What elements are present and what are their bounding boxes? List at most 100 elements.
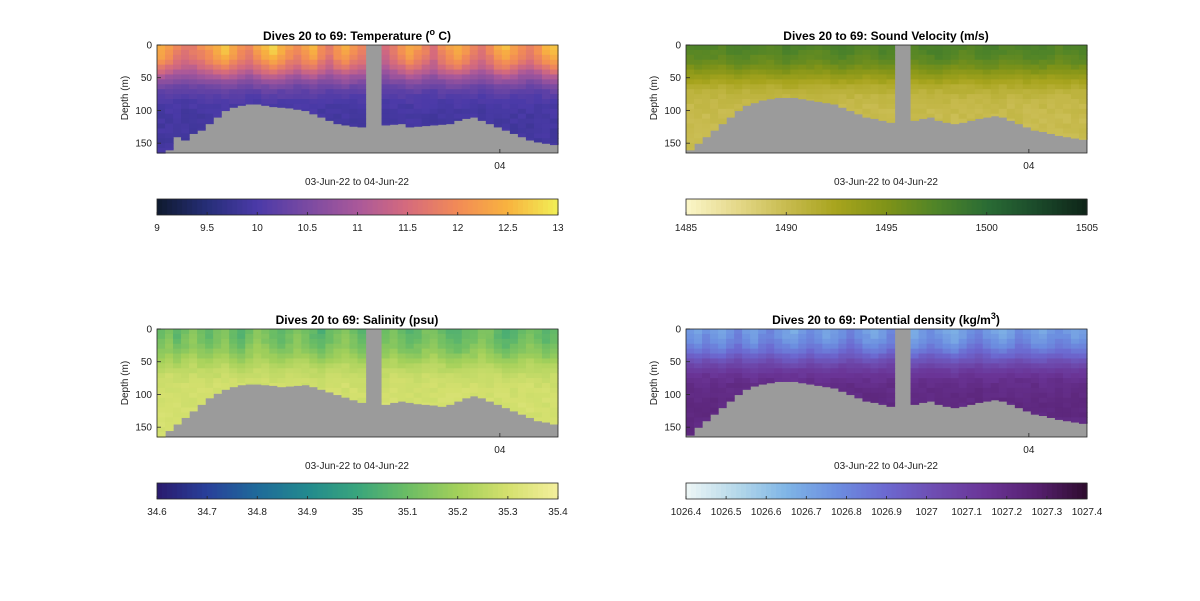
heatmap-cell bbox=[453, 343, 463, 350]
heatmap-cell bbox=[357, 353, 367, 360]
heatmap-cell bbox=[1062, 59, 1072, 66]
heatmap-cell bbox=[533, 378, 543, 384]
heatmap-cell bbox=[686, 108, 695, 115]
heatmap-cell bbox=[493, 329, 503, 335]
heatmap-cell bbox=[453, 397, 463, 402]
chart-title-salinity: Dives 20 to 69: Salinity (psu) bbox=[276, 313, 439, 327]
heatmap-cell bbox=[437, 54, 447, 61]
heatmap-cell bbox=[229, 94, 238, 100]
heatmap-cell bbox=[990, 338, 1000, 345]
heatmap-cell bbox=[501, 118, 511, 125]
heatmap-cell bbox=[734, 89, 743, 95]
heatmap-cell bbox=[1046, 387, 1056, 394]
heatmap-cell bbox=[974, 49, 984, 56]
heatmap-cell bbox=[686, 148, 695, 151]
heatmap-cell bbox=[1038, 397, 1048, 404]
heatmap-cell bbox=[910, 74, 920, 80]
heatmap-cell bbox=[982, 74, 992, 80]
heatmap-cell bbox=[397, 79, 407, 85]
heatmap-cell bbox=[157, 118, 166, 125]
heatmap-cell bbox=[413, 378, 423, 384]
heatmap-cell bbox=[309, 54, 318, 61]
heatmap-cell bbox=[726, 74, 735, 80]
heatmap-cell bbox=[846, 348, 856, 355]
heatmap-cell bbox=[325, 333, 335, 340]
colorbar-tick-label: 9.5 bbox=[200, 223, 214, 234]
heatmap-cell bbox=[1070, 133, 1080, 139]
heatmap-cell bbox=[926, 392, 936, 399]
heatmap-cell bbox=[694, 133, 703, 139]
heatmap-cell bbox=[982, 79, 992, 85]
heatmap-cell bbox=[165, 392, 174, 399]
heatmap-cell bbox=[317, 343, 327, 350]
heatmap-cell bbox=[982, 89, 992, 95]
heatmap-cell bbox=[509, 113, 519, 120]
heatmap-cell bbox=[806, 59, 815, 66]
heatmap-cell bbox=[758, 54, 767, 61]
heatmap-cell bbox=[1054, 118, 1064, 125]
heatmap-cell bbox=[1078, 54, 1088, 61]
colorbar-swatch bbox=[806, 199, 812, 215]
heatmap-cell bbox=[806, 348, 815, 355]
heatmap-cell bbox=[397, 49, 407, 56]
heatmap-cell bbox=[405, 84, 415, 90]
heatmap-cell bbox=[157, 373, 166, 379]
heatmap-cell bbox=[397, 45, 407, 51]
heatmap-cell bbox=[806, 94, 815, 100]
heatmap-cell bbox=[541, 329, 551, 335]
heatmap-cell bbox=[822, 353, 831, 360]
heatmap-cell bbox=[750, 84, 759, 90]
heatmap-cell bbox=[173, 368, 182, 374]
heatmap-cell bbox=[421, 333, 431, 340]
heatmap-cell bbox=[397, 348, 407, 355]
heatmap-cell bbox=[245, 363, 254, 369]
colorbar-swatch bbox=[841, 483, 847, 499]
heatmap-cell bbox=[942, 373, 952, 379]
heatmap-cell bbox=[405, 45, 415, 51]
colorbar-swatch bbox=[1021, 483, 1028, 499]
heatmap-cell bbox=[990, 348, 1000, 355]
heatmap-cell bbox=[1046, 363, 1056, 369]
heatmap-cell bbox=[974, 89, 984, 95]
heatmap-cell bbox=[445, 353, 455, 360]
heatmap-cell bbox=[461, 348, 471, 355]
heatmap-cell bbox=[766, 59, 775, 66]
x-axis-label-potential-density: 03-Jun-22 to 04-Jun-22 bbox=[834, 461, 938, 472]
colorbar-swatch bbox=[811, 199, 817, 215]
colorbar-swatch bbox=[287, 199, 293, 215]
heatmap-cell bbox=[718, 59, 727, 66]
heatmap-cell bbox=[469, 108, 479, 115]
heatmap-cell bbox=[189, 353, 198, 360]
heatmap-cell bbox=[926, 99, 936, 105]
heatmap-cell bbox=[686, 79, 695, 85]
heatmap-cell bbox=[910, 99, 920, 105]
heatmap-cell bbox=[253, 373, 262, 379]
heatmap-cell bbox=[1078, 392, 1088, 399]
colorbar-swatch bbox=[796, 199, 802, 215]
heatmap-cell bbox=[782, 378, 791, 382]
heatmap-cell bbox=[1014, 373, 1024, 379]
heatmap-cell bbox=[301, 108, 310, 112]
heatmap-cell bbox=[165, 417, 174, 423]
heatmap-cell bbox=[966, 329, 976, 335]
heatmap-cell bbox=[421, 103, 431, 110]
heatmap-cell bbox=[485, 378, 495, 384]
heatmap-cell bbox=[429, 54, 439, 61]
heatmap-cell bbox=[878, 89, 888, 95]
heatmap-cell bbox=[798, 94, 807, 100]
heatmap-cell bbox=[429, 94, 439, 100]
heatmap-cell bbox=[189, 358, 198, 364]
heatmap-cell bbox=[501, 363, 511, 369]
heatmap-cell bbox=[157, 45, 166, 51]
heatmap-cell bbox=[710, 407, 719, 414]
heatmap-cell bbox=[261, 59, 270, 66]
heatmap-cell bbox=[782, 368, 791, 374]
heatmap-cell bbox=[710, 128, 719, 131]
heatmap-cell bbox=[501, 329, 511, 335]
colorbar-swatch bbox=[1076, 199, 1083, 215]
heatmap-cell bbox=[525, 368, 535, 374]
heatmap-cell bbox=[205, 89, 214, 95]
heatmap-cell bbox=[974, 392, 984, 399]
heatmap-cell bbox=[333, 333, 343, 340]
heatmap-cell bbox=[533, 353, 543, 360]
